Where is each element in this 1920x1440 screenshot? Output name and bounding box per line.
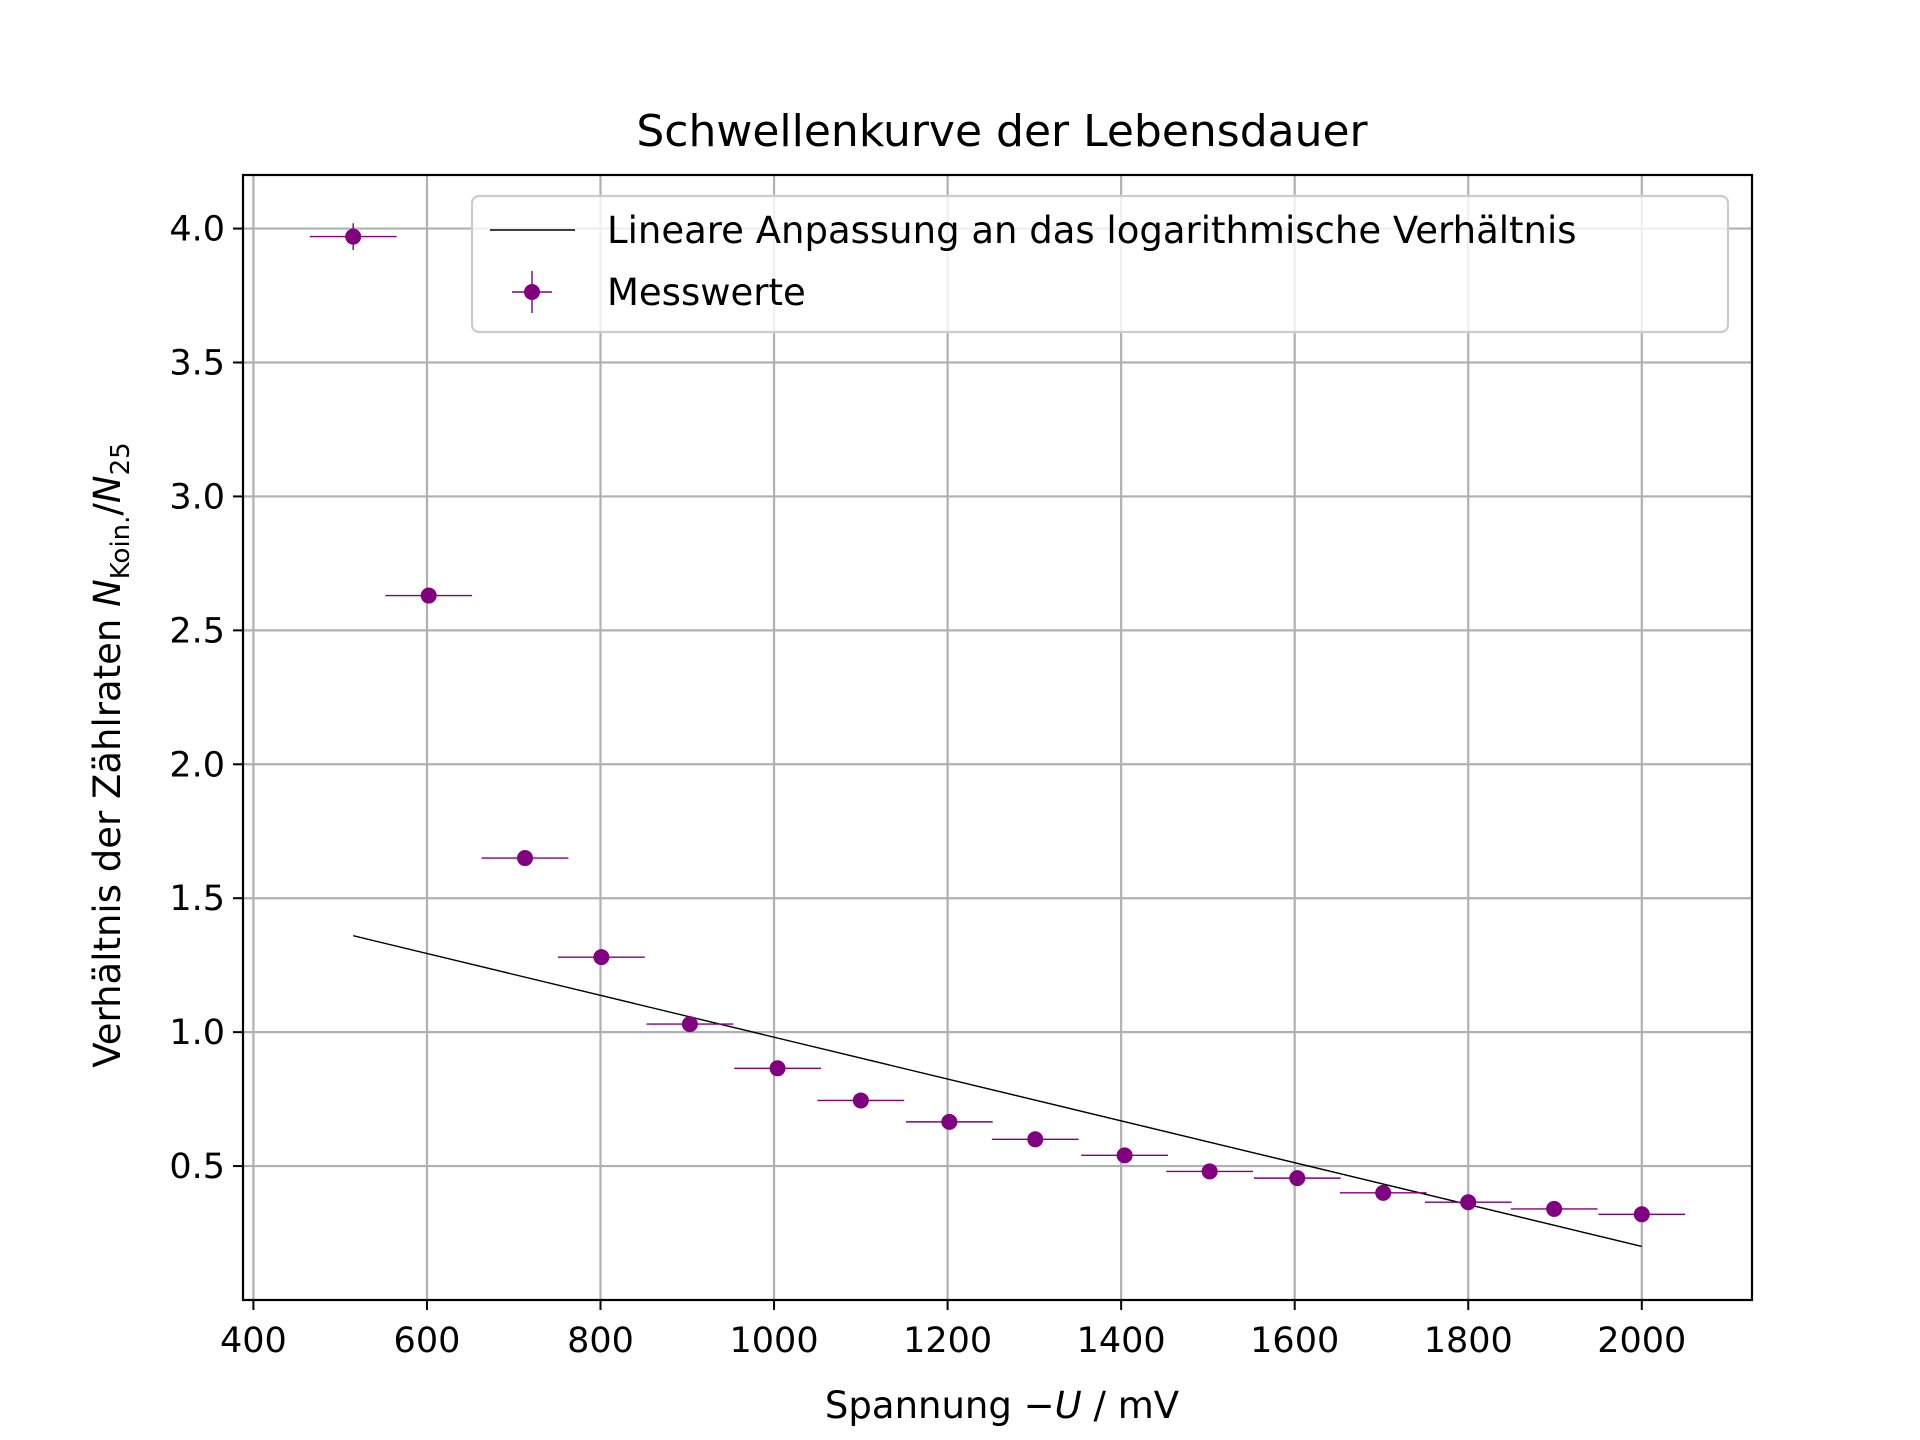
point-marker	[1546, 1200, 1563, 1217]
fit-line	[353, 935, 1642, 1248]
x-tick-label: 1000	[730, 1321, 819, 1361]
x-tick-label: 1400	[1077, 1321, 1166, 1361]
point-marker	[1201, 1163, 1218, 1180]
point-marker	[681, 1016, 698, 1033]
data-point	[817, 1092, 905, 1109]
x-axis-label-prefix: Spannung	[825, 1384, 1024, 1427]
data-point	[734, 1060, 821, 1077]
legend-marker-swatch	[524, 284, 540, 300]
data-point	[1424, 1194, 1512, 1211]
point-marker	[517, 850, 534, 867]
point-marker	[420, 587, 437, 604]
plot-frame	[241, 173, 1754, 1302]
x-tick-label: 1800	[1424, 1321, 1513, 1361]
point-marker	[1289, 1170, 1306, 1187]
data-point	[481, 850, 569, 867]
y-axis-label-sub2: 25	[106, 442, 136, 475]
x-tick-label: 1600	[1250, 1321, 1339, 1361]
y-tick-label: 2.0	[169, 745, 225, 785]
grid	[243, 175, 1752, 1300]
data-point	[1081, 1147, 1169, 1164]
data-point	[385, 587, 473, 604]
data-point	[309, 223, 397, 250]
x-tick-label: 400	[220, 1321, 287, 1361]
y-axis-label-prefix: Verhältnis der Zählraten	[86, 607, 129, 1068]
legend-label-measurements: Messwerte	[607, 271, 806, 314]
point-marker	[1633, 1206, 1650, 1223]
y-axis-label-slash: /	[86, 503, 129, 516]
point-marker	[941, 1113, 958, 1130]
y-tick-label: 0.5	[169, 1147, 225, 1187]
data-point	[905, 1113, 993, 1130]
legend-box	[470, 194, 1730, 334]
data-point	[557, 949, 645, 966]
point-marker	[593, 949, 610, 966]
legend: Lineare Anpassung an das logarithmische …	[470, 194, 1730, 334]
data-point	[991, 1131, 1079, 1148]
point-marker	[345, 228, 362, 245]
y-tick-label: 2.5	[169, 611, 225, 651]
ticks: 400 600 800 1000 1200 1400 1600 1800 2000 0.5 1.0 1…	[169, 210, 1686, 1361]
y-tick-label: 4.0	[169, 210, 225, 250]
point-marker	[1460, 1194, 1477, 1211]
point-marker	[1027, 1131, 1044, 1148]
data-point	[1339, 1184, 1427, 1201]
y-tick-label: 1.5	[169, 879, 225, 919]
y-axis-label-n2: N	[86, 475, 129, 503]
chart-title: Schwellenkurve der Lebensdauer	[636, 106, 1368, 157]
data-point	[646, 1016, 734, 1033]
x-tick-label: 1200	[903, 1321, 992, 1361]
point-marker	[1116, 1147, 1133, 1164]
x-tick-label: 600	[394, 1321, 461, 1361]
x-axis-label: Spannung −U / mV	[825, 1384, 1179, 1427]
x-tick-label: 2000	[1597, 1321, 1686, 1361]
y-tick-label: 1.0	[169, 1013, 225, 1053]
y-axis-label-sub1: Koin.	[106, 516, 136, 580]
data-point	[1166, 1163, 1254, 1180]
y-axis-label: Verhältnis der Zählraten NKoin./N25	[86, 442, 136, 1067]
point-marker	[769, 1060, 786, 1077]
y-tick-label: 3.0	[169, 477, 225, 517]
point-marker	[852, 1092, 869, 1109]
data-point	[1510, 1200, 1598, 1217]
y-axis-label-n1: N	[86, 579, 129, 607]
x-axis-label-variable: U	[1055, 1384, 1082, 1427]
data-point	[1598, 1206, 1686, 1223]
legend-label-fit: Lineare Anpassung an das logarithmische …	[607, 209, 1577, 252]
y-tick-label: 3.5	[169, 344, 225, 384]
x-axis-label-sign: −	[1024, 1384, 1055, 1427]
point-marker	[1375, 1184, 1392, 1201]
x-tick-label: 800	[567, 1321, 634, 1361]
series-layer	[309, 223, 1686, 1248]
x-axis-label-suffix: / mV	[1082, 1384, 1179, 1427]
data-point	[1253, 1170, 1341, 1187]
